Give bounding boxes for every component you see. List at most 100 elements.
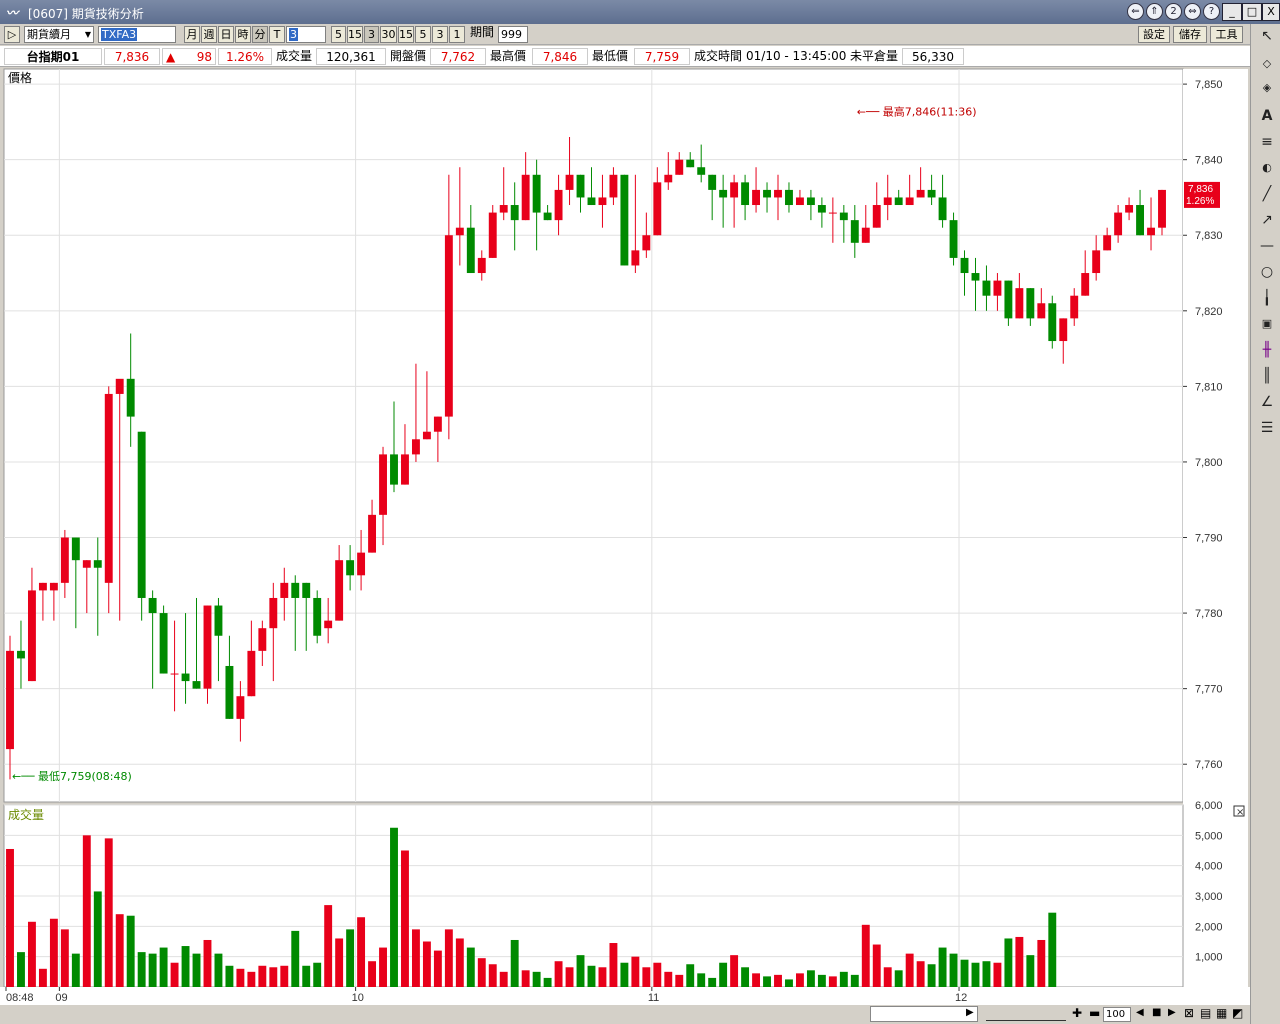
period-day-button[interactable]: 日 bbox=[218, 26, 234, 43]
eraser-icon[interactable]: ◇ bbox=[1262, 57, 1272, 70]
volume-tick-label: 2,000 bbox=[1195, 921, 1223, 933]
stop-icon[interactable]: ■ bbox=[1152, 1007, 1162, 1018]
candle-body bbox=[181, 673, 190, 682]
interval-button-30[interactable]: 30 bbox=[380, 26, 397, 43]
candle-body bbox=[642, 235, 651, 251]
bar-tool-icon[interactable]: ▣ bbox=[1261, 317, 1273, 330]
chart-area[interactable]: 7,850 7,840 7,830 7,820 7,810 7,800 7,790 7,780… bbox=[0, 67, 1274, 1024]
volume-bar bbox=[6, 848, 14, 987]
volume-bar bbox=[170, 962, 179, 987]
save-button[interactable]: 儲存 bbox=[1173, 26, 1207, 43]
candle-body bbox=[170, 673, 179, 675]
symbol-type-select[interactable]: 期貨續月 bbox=[24, 26, 94, 43]
zoom-in-icon[interactable]: ✚ bbox=[1072, 1006, 1083, 1020]
candle-body bbox=[806, 197, 815, 206]
color-icon[interactable]: ◐ bbox=[1262, 161, 1272, 174]
dual-window-icon[interactable]: 2 bbox=[1165, 3, 1182, 20]
line-icon[interactable]: ╱ bbox=[1262, 186, 1272, 202]
volume-bar bbox=[565, 967, 574, 987]
candle-body bbox=[1037, 303, 1046, 319]
volume-bar bbox=[455, 938, 464, 987]
volume-bar bbox=[664, 971, 673, 987]
candle-body bbox=[203, 605, 212, 689]
last-price-label: 7,836 bbox=[1188, 184, 1213, 195]
volume-bar bbox=[686, 964, 695, 987]
candle-body bbox=[960, 257, 969, 274]
tools-button[interactable]: 工具 bbox=[1210, 26, 1243, 43]
volume-bar bbox=[499, 971, 508, 987]
back-icon[interactable]: ⇐ bbox=[1127, 3, 1144, 20]
close-button[interactable]: X bbox=[1262, 3, 1280, 21]
volume-bar bbox=[598, 967, 607, 987]
period-week-button[interactable]: 週 bbox=[201, 26, 217, 43]
price-panel[interactable] bbox=[3, 68, 1184, 803]
candle-body bbox=[444, 235, 453, 417]
period-tick-button[interactable]: T bbox=[269, 26, 285, 43]
volume-bar bbox=[137, 952, 146, 987]
up-icon[interactable]: ⇑ bbox=[1146, 3, 1163, 20]
nav-left-icon[interactable]: ◀ bbox=[1136, 1007, 1144, 1018]
zoom-input[interactable]: 100 bbox=[1103, 1007, 1131, 1022]
zoom-out-icon[interactable]: ▬ bbox=[1089, 1006, 1101, 1020]
angle-icon[interactable]: ∠ bbox=[1260, 394, 1274, 410]
circle-icon[interactable]: ○ bbox=[1260, 264, 1274, 280]
nav-right-icon[interactable]: ▶ bbox=[1168, 1007, 1176, 1018]
interval-select[interactable]: 3 bbox=[286, 26, 326, 43]
eraser-all-icon[interactable]: ◈ bbox=[1262, 81, 1272, 94]
quote-open: 7,762 bbox=[430, 48, 486, 65]
text-icon[interactable]: A bbox=[1261, 108, 1273, 124]
settings-button[interactable]: 設定 bbox=[1138, 26, 1170, 43]
maximize-button[interactable]: □ bbox=[1242, 3, 1262, 21]
horizontal-scrollbar[interactable] bbox=[870, 1006, 978, 1022]
interval-button-3b[interactable]: 3 bbox=[432, 26, 448, 43]
interval-button-15b[interactable]: 15 bbox=[398, 26, 414, 43]
volume-close-icon[interactable] bbox=[1233, 805, 1245, 817]
candle-body bbox=[1048, 303, 1057, 342]
help-icon[interactable]: ? bbox=[1203, 3, 1220, 20]
period-minute-button[interactable]: 分 bbox=[252, 26, 268, 43]
vertical-lines-icon[interactable]: ║ bbox=[1262, 368, 1272, 384]
save-icon[interactable]: ▤ bbox=[1200, 1006, 1212, 1020]
candle-body bbox=[379, 454, 387, 515]
arrow-line-icon[interactable]: ↗ bbox=[1261, 212, 1273, 228]
symbol-code-text: TXFA3 bbox=[101, 28, 138, 41]
list-icon[interactable]: ☰ bbox=[1260, 420, 1274, 436]
minimize-button[interactable]: _ bbox=[1222, 3, 1242, 21]
interval-button-5b[interactable]: 5 bbox=[415, 26, 431, 43]
volume-close-icon-glyph[interactable]: × bbox=[1236, 807, 1244, 818]
volume-bar bbox=[422, 941, 431, 987]
candle-body bbox=[6, 650, 14, 750]
period-hour-button[interactable]: 時 bbox=[235, 26, 251, 43]
candle-body bbox=[982, 280, 991, 296]
interval-button-3[interactable]: 3 bbox=[364, 26, 379, 43]
horizontal-line-icon[interactable]: — bbox=[1260, 238, 1274, 254]
candle-body bbox=[477, 257, 486, 274]
period-month-button[interactable]: 月 bbox=[184, 26, 200, 43]
candle-icon[interactable]: ╽ bbox=[1262, 290, 1272, 306]
link-icon[interactable]: ⇔ bbox=[1184, 3, 1201, 20]
candle-body bbox=[1081, 273, 1090, 296]
scroll-right-icon[interactable]: ▶ bbox=[966, 1007, 974, 1018]
symbol-code-select[interactable]: TXFA3 bbox=[98, 26, 176, 43]
volume-bar bbox=[291, 930, 300, 987]
print-icon[interactable]: ▦ bbox=[1216, 1006, 1228, 1020]
interval-button-5[interactable]: 5 bbox=[331, 26, 346, 43]
candle-body bbox=[532, 174, 541, 213]
lines-icon[interactable]: ≡ bbox=[1261, 134, 1273, 150]
quote-oi: 56,330 bbox=[902, 48, 964, 65]
candle-body bbox=[466, 227, 475, 274]
period-input[interactable]: 999 bbox=[498, 26, 528, 43]
chart-icon[interactable]: ◩ bbox=[1232, 1006, 1244, 1020]
volume-bar bbox=[379, 947, 387, 987]
window-title: [0607] 期貨技術分析 bbox=[28, 7, 144, 21]
interval-button-1[interactable]: 1 bbox=[449, 26, 465, 43]
fibonacci-icon[interactable]: ╫ bbox=[1262, 342, 1272, 358]
candle-body bbox=[872, 205, 881, 228]
expand-icon[interactable]: ⊠ bbox=[1184, 1006, 1195, 1020]
interval-button-15[interactable]: 15 bbox=[347, 26, 363, 43]
pointer-icon[interactable]: ↖ bbox=[1261, 28, 1273, 44]
zoom-slider[interactable] bbox=[986, 1007, 1066, 1021]
play-icon[interactable]: ▷ bbox=[4, 26, 20, 43]
candle-body bbox=[894, 197, 903, 206]
candle-body bbox=[653, 182, 662, 236]
